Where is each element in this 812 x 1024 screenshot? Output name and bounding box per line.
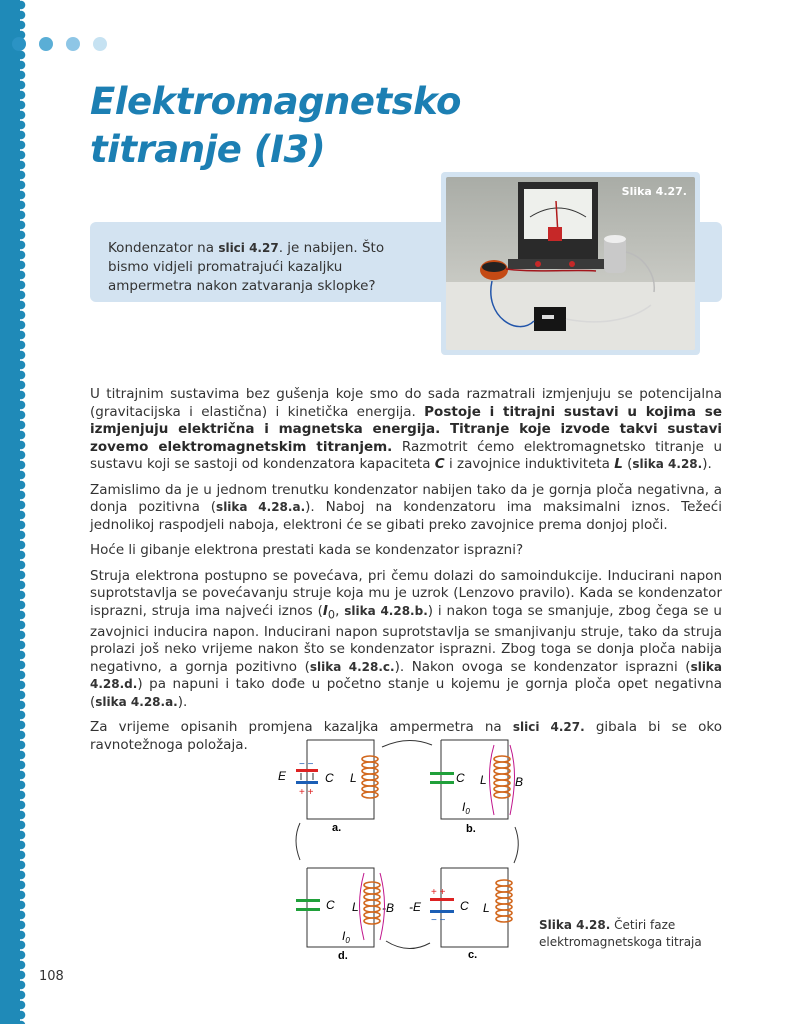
decorative-dots	[12, 37, 107, 51]
p4-text-4: ). Nakon ovoga se kondenzator isprazni (	[394, 658, 691, 675]
panel-a-e: E	[278, 769, 287, 783]
lc-oscillation-diagram: − − + + E C L a. C L B I0 b. + + − − -E	[278, 739, 523, 962]
p2-ref: slika 4.28.a.	[216, 500, 306, 514]
figure-caption: Slika 4.28. Četiri faze elektromagnetsko…	[539, 917, 709, 951]
page-number: 108	[39, 969, 64, 984]
spine-scallop-edge	[16, 0, 26, 1024]
panel-a-minus: − −	[299, 759, 314, 770]
panel-d-l: L	[352, 900, 359, 914]
panel-c-label: c.	[468, 949, 477, 961]
paragraph-2: Zamislimo da je u jednom trenutku konden…	[90, 482, 722, 535]
p4-text: Struja elektrona postupno se povećava, p…	[90, 567, 722, 619]
title-line-1: Elektromagnetsko	[90, 80, 461, 123]
p1-text-5: ).	[702, 456, 712, 472]
paragraph-5: Za vrijeme opisanih promjena kazaljka am…	[90, 719, 722, 754]
body-text: U titrajnim sustavima bez gušenja koje s…	[90, 386, 722, 762]
p5-ref: slici 4.27.	[512, 720, 585, 735]
panel-d-plate-bottom	[296, 908, 320, 911]
panel-c-c: C	[460, 899, 469, 913]
panel-a-plus: + +	[299, 787, 314, 798]
panel-a-l: L	[350, 771, 357, 785]
symbol-i: I	[322, 602, 328, 619]
panel-b: C L B I0 b.	[430, 739, 523, 835]
question-text: Kondenzator na	[108, 240, 219, 256]
p4-ref-1: slika 4.28.b.	[344, 603, 428, 618]
p4-text-3: ) i nakon toga se smanjuje, zbog čega se…	[90, 602, 722, 675]
symbol-i-sub: 0	[327, 608, 336, 622]
panel-b-plate-top	[430, 772, 454, 775]
p1-text-4: (	[622, 456, 633, 472]
panel-b-c: C	[456, 771, 465, 785]
panel-d-i: I0	[342, 929, 350, 945]
panel-c-plate-top	[430, 898, 454, 901]
panel-b-plate-bottom	[430, 781, 454, 784]
p1-ref: slika 4.28.	[632, 457, 703, 471]
p5-text: Za vrijeme opisanih promjena kazaljka am…	[90, 719, 513, 736]
paragraph-3: Hoće li gibanje elektrona prestati kada …	[90, 542, 524, 558]
p4-text-6: ).	[177, 693, 188, 710]
panel-d-label: d.	[338, 950, 348, 962]
page-title: Elektromagnetsko titranje (I3)	[90, 78, 461, 174]
photo-caption: Slika 4.27.	[621, 185, 687, 198]
panel-a-plate-bottom	[296, 781, 318, 784]
panel-d-c: C	[326, 898, 335, 912]
panel-d-b: -B	[382, 901, 394, 915]
p2-text-2: ). Naboj na kondenzatoru ima maksimalni …	[90, 499, 722, 533]
panel-b-label: b.	[466, 823, 476, 835]
p1-bold: Postoje i titrajni sustavi u kojima se i…	[90, 403, 722, 455]
symbol-c: C	[434, 456, 445, 472]
p1-text: U titrajnim sustavima bez gušenja koje s…	[90, 386, 722, 420]
capacitor-cylinder	[604, 237, 626, 273]
p4-text-2: ,	[335, 602, 345, 619]
title-line-2: titranje (I3)	[90, 128, 326, 171]
p4-ref-2: slika 4.28.c.	[309, 659, 395, 674]
panel-c-minus: − −	[431, 915, 446, 926]
dot-4	[93, 37, 107, 51]
panel-c: + + − − -E C L c.	[409, 867, 513, 961]
panel-c-l: L	[483, 901, 490, 915]
panel-b-i: I0	[462, 800, 470, 816]
dot-2	[39, 37, 53, 51]
panel-c-e: -E	[409, 900, 422, 914]
panel-a-label: a.	[332, 822, 341, 834]
panel-b-b: B	[515, 775, 523, 789]
question-ref: slici 4.27	[218, 241, 279, 255]
p4-ref-4: slika 4.28.a.	[95, 694, 178, 709]
dot-1	[12, 37, 26, 51]
intro-question: Kondenzator na slici 4.27. je nabijen. Š…	[108, 239, 418, 296]
panel-b-l: L	[480, 773, 487, 787]
panel-c-plus: + +	[431, 887, 446, 898]
p1-text-2: Razmotrit ćemo elektromagnetsko titranje…	[90, 438, 723, 473]
panel-a-plate-top	[296, 769, 318, 772]
page-spine	[0, 0, 20, 1024]
dot-3	[66, 37, 80, 51]
figure-caption-text: Četiri faze elektromagnetskoga titraja	[539, 918, 702, 949]
paragraph-4: Struja elektrona postupno se povećava, p…	[90, 568, 722, 712]
apparatus-illustration	[446, 177, 695, 350]
p2-text: Zamislimo da je u jednom trenutku konden…	[90, 481, 722, 516]
figure-caption-ref: Slika 4.28.	[539, 918, 611, 932]
panel-d: C L -B I0 d.	[296, 867, 394, 962]
apparatus-photo: Slika 4.27.	[446, 177, 695, 350]
p1-text-3: i zavojnice induktiviteta	[444, 456, 615, 472]
panel-a-c: C	[325, 771, 334, 785]
p4-text-5: ) pa napuni i tako dođe u početno stanje…	[90, 676, 722, 710]
symbol-l: L	[614, 456, 623, 472]
p4-ref-3: slika 4.28.d.	[90, 659, 723, 692]
panel-c-plate-bottom	[430, 910, 454, 913]
paragraph-1: U titrajnim sustavima bez gušenja koje s…	[90, 386, 722, 474]
cycle-arrows	[295, 740, 519, 949]
p5-text-2: gibala bi se oko ravnotežnoga položaja.	[90, 719, 722, 753]
panel-d-plate-top	[296, 899, 320, 902]
panel-a: − − + + E C L a.	[278, 739, 379, 834]
question-text-end: . je nabijen. Što bismo vidjeli promatra…	[108, 240, 385, 294]
